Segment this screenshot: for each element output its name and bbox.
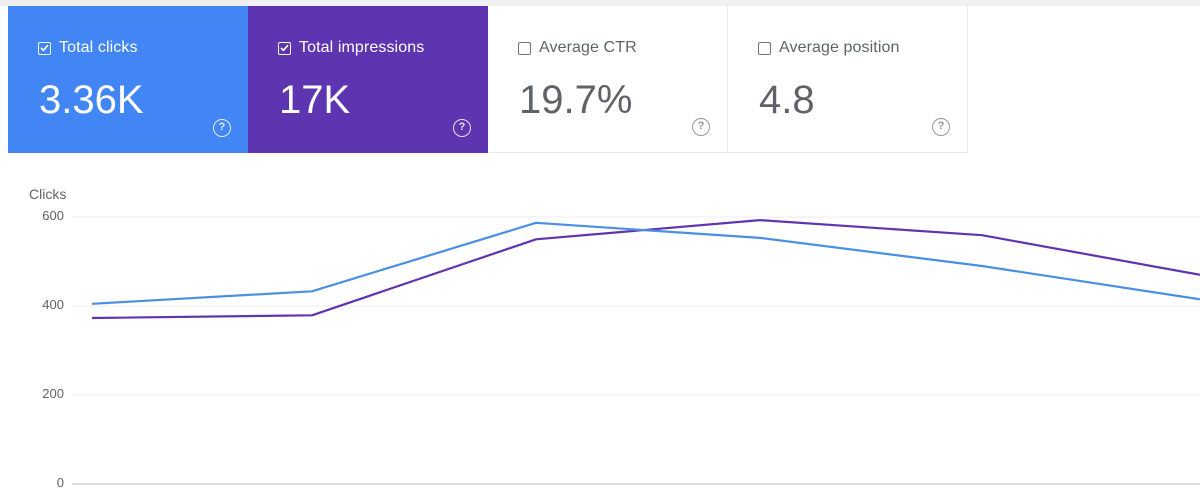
top-divider	[0, 0, 1200, 6]
help-icon[interactable]: ?	[213, 119, 231, 137]
metric-label: Total clicks	[59, 39, 138, 56]
checkbox-unchecked-icon[interactable]	[758, 41, 771, 55]
y-tick-label: 600	[42, 208, 64, 223]
metric-card-header: Average position	[758, 39, 900, 57]
metric-value: 4.8	[759, 78, 815, 122]
y-axis-title: Clicks	[29, 186, 67, 202]
metric-value: 3.36K	[39, 78, 144, 122]
help-icon[interactable]: ?	[932, 118, 950, 136]
metric-card-header: Average CTR	[518, 39, 637, 57]
metric-label: Average CTR	[539, 39, 637, 56]
checkbox-unchecked-icon[interactable]	[518, 41, 531, 55]
metric-card-total-clicks[interactable]: Total clicks 3.36K ?	[8, 6, 248, 153]
metric-card-header: Total clicks	[38, 39, 138, 57]
metric-card-average-position[interactable]: Average position 4.8 ?	[728, 6, 968, 153]
checkbox-checked-icon[interactable]	[278, 41, 291, 55]
help-icon[interactable]: ?	[692, 118, 710, 136]
series-line-impressions	[91, 218, 1200, 320]
metric-cards: Total clicks 3.36K ? Total impressions 1…	[8, 6, 968, 153]
metric-value: 19.7%	[519, 78, 633, 122]
checkbox-checked-icon[interactable]	[38, 41, 51, 55]
metric-value: 17K	[279, 78, 351, 122]
y-tick-label: 0	[56, 475, 64, 490]
y-tick-label: 200	[42, 386, 64, 401]
metric-card-header: Total impressions	[278, 39, 424, 57]
help-icon[interactable]: ?	[453, 119, 471, 137]
series-line-clicks	[91, 221, 1200, 305]
metric-label: Average position	[779, 39, 900, 56]
metric-card-average-ctr[interactable]: Average CTR 19.7% ?	[488, 6, 728, 153]
y-tick-label: 400	[42, 297, 64, 312]
metric-label: Total impressions	[299, 39, 425, 56]
performance-chart: Clicks 600 400 200 0	[0, 153, 1200, 500]
chart-plot-area	[72, 216, 1200, 485]
metric-card-total-impressions[interactable]: Total impressions 17K ?	[248, 6, 488, 153]
